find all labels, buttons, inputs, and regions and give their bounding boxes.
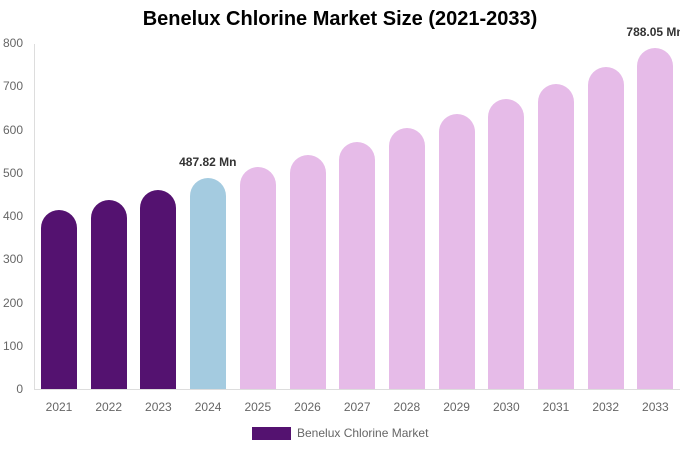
x-tick-label: 2030	[492, 400, 520, 414]
x-tick-label: 2033	[642, 400, 669, 414]
bar-2025[interactable]	[239, 167, 276, 389]
x-tick-label: 2029	[443, 400, 470, 414]
bar-2032[interactable]	[587, 67, 624, 389]
y-tick-label: 700	[2, 79, 23, 94]
legend-label: Benelux Chlorine Market	[297, 426, 429, 440]
bar-2024[interactable]	[190, 178, 227, 389]
y-tick-label: 500	[2, 165, 23, 180]
y-tick-label: 800	[2, 36, 23, 50]
legend[interactable]: Benelux Chlorine Market	[252, 426, 428, 440]
bar-2028[interactable]	[388, 128, 425, 389]
y-tick-label: 200	[2, 295, 23, 310]
value-label-2033: 788.05 Mn	[626, 25, 680, 40]
x-tick-label: 2025	[244, 400, 272, 414]
value-label-2024: 487.82 Mn	[179, 155, 237, 170]
x-tick-label: 2028	[393, 400, 421, 414]
x-tick-label: 2026	[294, 400, 321, 414]
x-tick-label: 2023	[145, 400, 172, 414]
bar-2027[interactable]	[339, 142, 376, 389]
x-tick-label: 2022	[95, 400, 123, 414]
bar-2021[interactable]	[41, 209, 77, 389]
y-tick-label: 100	[2, 338, 23, 353]
x-axis-line	[34, 389, 680, 390]
x-tick-label: 2024	[194, 400, 222, 414]
y-tick-label: 0	[16, 382, 23, 396]
bar-2029[interactable]	[438, 113, 475, 389]
legend-swatch	[252, 426, 291, 440]
y-tick-label: 600	[2, 122, 23, 137]
x-tick-label: 2032	[592, 400, 620, 414]
bar-2026[interactable]	[289, 155, 326, 389]
x-tick-label: 2021	[45, 400, 73, 414]
y-tick-label: 300	[2, 252, 23, 267]
y-axis-line	[34, 44, 35, 390]
x-tick-label: 2027	[343, 400, 371, 414]
bar-2033[interactable]	[637, 48, 674, 389]
y-tick-label: 400	[2, 209, 23, 223]
bar-2030[interactable]	[488, 99, 525, 389]
bar-2023[interactable]	[140, 190, 177, 389]
chart-title: Benelux Chlorine Market Size (2021-2033)	[142, 8, 538, 30]
x-tick-label: 2031	[542, 400, 570, 414]
bar-2022[interactable]	[90, 199, 127, 389]
bar-2031[interactable]	[538, 84, 574, 389]
